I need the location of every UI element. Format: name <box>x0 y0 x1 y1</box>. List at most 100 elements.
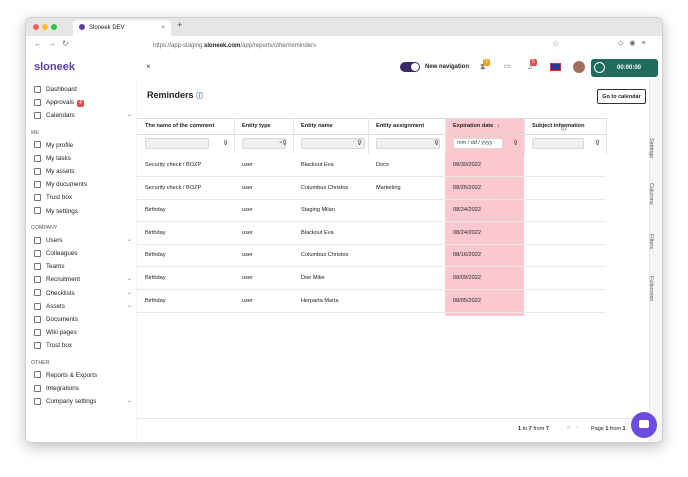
logo[interactable]: sloneek <box>34 61 75 73</box>
content-panel: Reminders ⓘ Go to calendar The name of t… <box>137 79 650 442</box>
info-icon[interactable]: ⓘ <box>561 126 567 132</box>
nav-label: Company settings <box>46 398 97 405</box>
table-cell: Blackout Eva <box>301 229 334 236</box>
table-cell: Security check / BOZP <box>145 162 202 168</box>
chevron: ⌄ <box>126 236 132 243</box>
title-bar: Sloneek DEV × + <box>26 18 662 36</box>
table-cell: user <box>242 207 253 214</box>
filter-icon[interactable]: ⊽ <box>434 140 440 147</box>
column-header[interactable]: The name of the comment <box>145 123 215 129</box>
section-heading: OTHER <box>31 359 50 366</box>
tab[interactable]: Sloneek DEV × <box>73 20 171 36</box>
filter-icon[interactable]: ⊽ <box>357 140 363 147</box>
flag[interactable] <box>550 63 561 71</box>
table-cell: Columbus Christos <box>301 252 349 259</box>
nav-item[interactable]: My tasks <box>34 154 132 163</box>
nav-item[interactable]: Teams <box>34 262 132 271</box>
chat-icon[interactable]: ▭ <box>504 63 511 70</box>
nav-item[interactable]: Trust box <box>34 193 132 202</box>
nav-item[interactable]: Documents <box>34 315 132 324</box>
column-header[interactable]: Subject information <box>532 123 585 129</box>
close-dot[interactable] <box>33 24 39 30</box>
url-prefix: https://app-staging. <box>153 43 205 49</box>
filter-icon[interactable]: ⊽ <box>223 140 229 147</box>
calendar-button[interactable]: Go to calendar <box>597 89 646 104</box>
info-icon[interactable]: ⓘ <box>561 126 567 132</box>
filter-icon[interactable]: ⊽ <box>282 140 288 147</box>
table-cell: Doe Mike <box>301 275 325 281</box>
nav-item[interactable]: Assets ⌄ <box>34 302 132 311</box>
nav-item[interactable]: Trust box <box>34 341 132 350</box>
nav-item[interactable]: Approvals 4 <box>34 98 132 108</box>
bell[interactable]: ♫ 5 <box>527 59 537 71</box>
filter-box[interactable]: mm / dd / yyyy <box>453 138 503 149</box>
nav-item[interactable]: Integrations <box>34 384 132 393</box>
new-tab[interactable]: + <box>177 20 183 30</box>
timer[interactable]: 00:00:00 <box>591 59 658 77</box>
filter-box[interactable] <box>145 138 209 149</box>
nav-item[interactable]: Recruitment ⌄ <box>34 275 132 284</box>
nav-item[interactable]: Reports & Exports <box>34 371 132 380</box>
close-button[interactable]: × <box>146 62 151 71</box>
page-count: 1 <box>622 426 626 432</box>
filter-box[interactable] <box>301 138 365 149</box>
column-header[interactable]: Entity type <box>242 123 271 129</box>
info-icon[interactable]: ⓘ <box>561 126 567 132</box>
nav-item[interactable]: My assets <box>34 167 132 176</box>
table-cell: Staging Milan <box>301 207 335 214</box>
info-icon[interactable]: ⓘ <box>561 126 567 132</box>
chevron: ⌄ <box>126 276 132 283</box>
url-path: /app/reports/other/reminders <box>240 43 317 49</box>
page-info: Page 1 from 1 <box>591 426 626 432</box>
max-dot[interactable] <box>51 24 57 30</box>
sidebar: sloneek Dashboard Approvals 4 Calendars ⌄ ME M… <box>26 56 137 442</box>
nav-item[interactable]: My profile <box>34 141 132 150</box>
nav-label: Calendars <box>46 112 75 120</box>
nav-item[interactable]: Checklists ⌄ <box>34 289 132 298</box>
info-icon[interactable]: ⓘ <box>561 126 567 132</box>
nav-item[interactable]: Calendars ⌄ <box>34 111 132 120</box>
url[interactable]: https://app-staging.sloneek.com/app/repo… <box>153 40 316 52</box>
info-icon[interactable]: ⓘ <box>561 126 567 132</box>
column-header[interactable]: Expiration date <box>453 123 494 129</box>
nav-item[interactable]: Company settings ⌄ <box>34 397 132 406</box>
hourglass[interactable]: ⧗ 1 <box>480 59 490 71</box>
row-line <box>137 221 606 223</box>
filter-icon[interactable]: ⊽ <box>595 140 601 147</box>
nav-label: My settings <box>46 207 78 215</box>
chat-bubble[interactable] <box>631 412 657 438</box>
table-cell: user <box>242 252 253 259</box>
url-domain: sloneek.com <box>204 43 241 49</box>
nav-item[interactable]: Dashboard <box>34 85 132 94</box>
nav-item[interactable]: My documents <box>34 180 132 189</box>
column-header[interactable]: Entity assignment <box>376 123 425 129</box>
select-chevron: ⌄ <box>278 139 283 145</box>
bookmark[interactable]: ☆ <box>552 39 560 48</box>
browser-icons[interactable]: ◇◉≡ <box>618 40 652 47</box>
chevron: ⌄ <box>126 398 132 404</box>
table-cell: user <box>242 297 253 304</box>
row-line <box>137 266 606 268</box>
info-icon[interactable]: ⓘ <box>561 126 567 132</box>
side-tab[interactable]: Settings <box>648 138 654 158</box>
min-dot[interactable] <box>42 24 48 30</box>
nav-item[interactable]: Wiki pages <box>34 328 132 337</box>
nav-item[interactable]: Users ⌄ <box>34 236 132 245</box>
toggle[interactable] <box>400 62 420 72</box>
side-tab[interactable]: Filters <box>648 234 654 249</box>
page-nav[interactable]: «‹ <box>567 425 585 431</box>
side-tab[interactable]: Fullscreen <box>648 276 654 302</box>
table-cell: 08/16/2022 <box>453 252 481 259</box>
filter-box[interactable]: ⌄ <box>242 138 286 149</box>
avatar[interactable] <box>573 61 585 73</box>
side-tab[interactable]: Columns <box>648 183 654 205</box>
nav-buttons[interactable]: ←→↻ <box>34 39 75 48</box>
page-number: 1 <box>605 426 609 432</box>
column-header[interactable]: Entity name <box>301 123 333 129</box>
filter-box[interactable] <box>376 138 440 149</box>
filter-box[interactable] <box>532 138 584 149</box>
nav-item[interactable]: Colleagues <box>34 249 132 258</box>
filter-icon[interactable]: ⊽ <box>513 140 519 147</box>
page-title: Reminders ⓘ <box>147 90 204 100</box>
nav-item[interactable]: My settings <box>34 207 132 216</box>
